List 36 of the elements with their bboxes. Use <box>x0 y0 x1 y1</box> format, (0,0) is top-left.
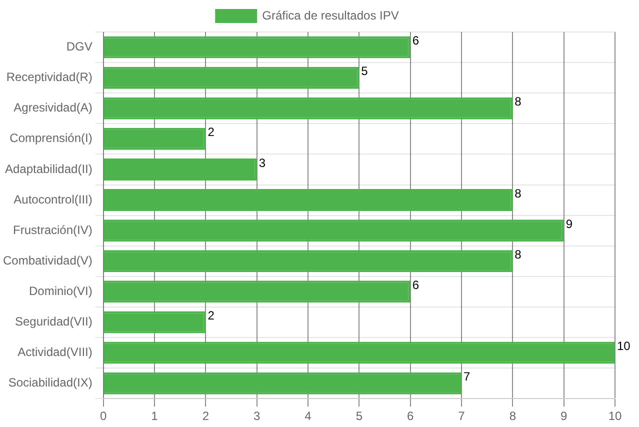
data-label: 2 <box>208 125 215 140</box>
x-tick-label: 4 <box>304 409 312 424</box>
y-tick-label: Combatividad(V) <box>2 253 92 268</box>
data-label: 8 <box>514 186 522 200</box>
x-tick-label: 9 <box>560 409 568 424</box>
x-tick-label: 5 <box>356 409 363 424</box>
data-label: 3 <box>258 156 266 170</box>
y-tick-label: Actividad(VIII) <box>18 345 92 360</box>
y-tick-label: DGV <box>66 40 92 54</box>
y-tick-label: Autocontrol(III) <box>14 192 92 206</box>
data-label: 2 <box>208 308 215 323</box>
y-tick-label: Adaptabilidad(II) <box>4 162 92 176</box>
data-label: 10 <box>617 339 631 354</box>
data-label: 5 <box>361 64 368 78</box>
x-tick-label: 3 <box>254 409 261 424</box>
data-label: 9 <box>566 216 573 231</box>
data-label: 8 <box>514 94 522 109</box>
legend-label: Gráfica de resultados IPV <box>262 8 399 22</box>
x-tick-label: 7 <box>458 409 466 424</box>
y-tick-label: Sociabilidad(IX) <box>8 376 92 390</box>
y-tick-label: Frustración(IV) <box>13 222 92 237</box>
x-tick-label: 10 <box>608 409 622 424</box>
y-tick-label: Comprensión(I) <box>10 131 92 146</box>
x-tick-label: 1 <box>151 409 158 424</box>
y-tick-label: Agresividad(A) <box>14 100 92 115</box>
data-label: 7 <box>464 370 471 384</box>
data-label: 8 <box>514 247 522 262</box>
y-tick-label: Receptividad(R) <box>6 70 92 84</box>
x-tick-label: 0 <box>100 409 108 424</box>
data-label: 6 <box>412 278 420 292</box>
y-tick-label: Dominio(VI) <box>29 284 92 298</box>
y-tick-label: Seguridad(VII) <box>14 314 92 329</box>
x-tick-label: 6 <box>407 409 414 424</box>
x-tick-label: 2 <box>202 409 210 424</box>
x-tick-label: 8 <box>509 409 516 424</box>
data-label: 6 <box>412 34 420 48</box>
